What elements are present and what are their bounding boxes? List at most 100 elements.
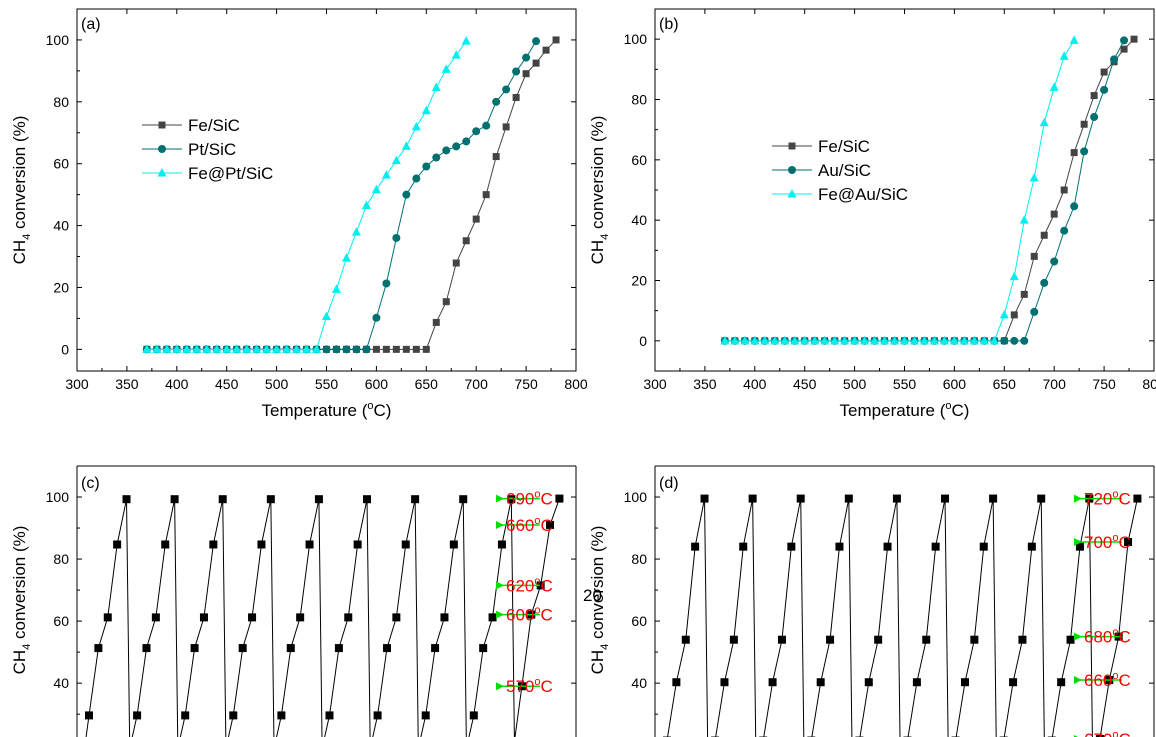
y-tick-label: 60: [631, 152, 647, 168]
data-point: [536, 581, 545, 590]
data-point: [1010, 336, 1019, 345]
data-point: [750, 335, 760, 345]
legend-entry: Pt/SiC: [142, 140, 236, 159]
data-point: [212, 344, 222, 353]
panel-label: (d): [659, 475, 679, 492]
data-point: [229, 711, 238, 720]
data-point: [900, 335, 909, 345]
data-point: [371, 184, 381, 194]
data-point: [469, 711, 478, 720]
data-point: [412, 174, 421, 183]
annotation-unit: C: [541, 606, 553, 625]
data-point: [1080, 120, 1088, 128]
data-point: [1110, 55, 1119, 64]
y-axis-title: CH4 conversion (%): [588, 526, 611, 675]
data-point: [979, 542, 988, 551]
panel-b: 300 350 400 450 500 550 600 650 700 750 800 0 20 40 60…: [588, 8, 1156, 420]
annotation-arrow-head: [1074, 734, 1079, 737]
annotation-label: 670oC: [1084, 729, 1131, 737]
data-point: [325, 711, 334, 720]
data-point: [909, 335, 919, 345]
data-point: [392, 345, 400, 353]
data-point: [492, 97, 501, 106]
y-tick-label: 20: [53, 279, 69, 295]
data-point: [1029, 172, 1039, 182]
data-point: [459, 495, 468, 504]
y-tick-label: 20: [631, 273, 647, 289]
annotation-degree: o: [534, 605, 540, 617]
annotation-label: 600oC: [506, 605, 553, 625]
y-tick-label: 80: [53, 551, 69, 567]
data-point: [190, 644, 199, 653]
data-point: [462, 237, 470, 245]
y-axis-title-end: conversion (%): [10, 116, 29, 234]
data-point: [960, 678, 969, 687]
data-point: [780, 335, 790, 345]
data-point: [720, 678, 729, 687]
series-Fe/SiC: [143, 36, 560, 353]
annotation-unit: C: [1119, 671, 1131, 690]
data-point: [351, 227, 361, 236]
data-point: [441, 64, 451, 73]
data-point: [890, 335, 900, 345]
data-point: [334, 644, 343, 653]
legend-entry: Au/SiC: [772, 161, 871, 180]
annotation-degree: o: [1112, 729, 1118, 737]
data-point: [835, 542, 844, 551]
y-axis-title-end: conversion (%): [10, 526, 29, 644]
data-point: [532, 59, 540, 67]
data-point: [912, 678, 921, 687]
data-point: [760, 335, 770, 345]
data-point: [787, 542, 796, 551]
y-axis-title-subscript: 4: [599, 644, 611, 650]
data-point: [1057, 678, 1066, 687]
temperature-annotation: 600oC: [496, 605, 553, 625]
legend-marker: [787, 189, 797, 198]
y-tick-label: 0: [639, 333, 647, 349]
annotation-unit: C: [541, 490, 553, 509]
y-axis-title-subscript: 4: [21, 234, 33, 240]
data-point: [322, 345, 331, 354]
data-point: [382, 345, 390, 353]
data-point: [870, 335, 880, 345]
series-line: [146, 40, 467, 350]
x-axis-title-main: Temperature (: [262, 401, 368, 420]
legend-marker: [788, 166, 796, 174]
x-tick-label: 650: [415, 376, 439, 392]
data-point: [472, 127, 481, 136]
panel-a: 300 350 400 450 500 550 600 650 700 750 800 0 20 40 60…: [10, 8, 588, 420]
data-point: [1095, 734, 1104, 737]
legend-label: Fe@Pt/SiC: [188, 164, 273, 183]
data-point: [502, 85, 511, 94]
data-point: [840, 335, 850, 345]
data-point: [542, 46, 550, 54]
annotation-degree: o: [534, 676, 540, 688]
y-tick-label: 80: [631, 551, 647, 567]
data-point: [1000, 336, 1009, 345]
data-point: [864, 678, 873, 687]
data-point: [1009, 271, 1019, 281]
data-point: [777, 635, 786, 644]
data-point: [442, 298, 450, 306]
x-tick-label: 750: [514, 376, 538, 392]
y-tick-label: 40: [631, 675, 647, 691]
legend-marker: [158, 145, 166, 153]
annotation-unit: C: [1119, 628, 1131, 647]
data-point: [282, 344, 292, 353]
annotation-degree: o: [1112, 532, 1118, 544]
data-point: [939, 335, 949, 345]
data-point: [820, 335, 830, 345]
cycling-line: [667, 498, 1138, 737]
annotation-arrow-head: [1074, 494, 1082, 503]
annotation-unit: C: [541, 677, 553, 696]
data-point: [555, 494, 564, 503]
data-point: [85, 711, 93, 720]
data-point: [970, 635, 979, 644]
series-Fe@Au/SiC: [720, 35, 1079, 345]
x-tick-label: 400: [743, 376, 767, 392]
data-point: [1037, 494, 1046, 503]
data-point: [257, 540, 266, 549]
y-axis-title: CH4 conversion (%): [10, 526, 33, 675]
annotation-label: 690oC: [506, 489, 553, 509]
